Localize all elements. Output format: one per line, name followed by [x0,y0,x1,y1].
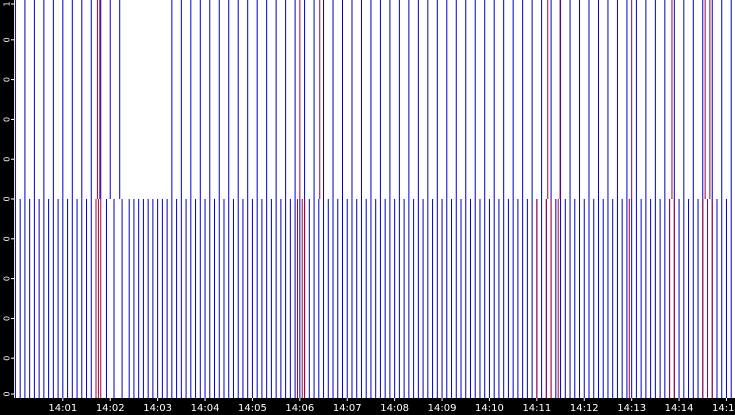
y-tick-label: 0 [3,316,12,321]
y-tick-label: 0 [3,196,12,201]
x-tick-label: 14:02 [96,403,125,414]
x-tick-label: 14:08 [380,403,409,414]
x-tick-label: 14:13 [617,403,646,414]
plot-area [14,0,732,398]
y-tick-label: 0 [3,37,12,42]
y-tick-label: 0 [3,236,12,241]
x-tick-label: 14:09 [428,403,457,414]
y-tick-label: 0 [3,77,12,82]
x-tick-label: 14:11 [522,403,551,414]
x-tick-label: 14:15 [712,403,735,414]
x-tick-label: 14:05 [238,403,267,414]
x-tick-label: 14:10 [475,403,504,414]
y-tick-label: 0 [3,157,12,162]
x-tick-label: 14:07 [333,403,362,414]
x-tick-label: 14:04 [191,403,220,414]
x-tick-label: 14:03 [143,403,172,414]
x-tick-label: 14:14 [665,403,694,414]
y-tick-label: 0 [3,276,12,281]
y-tick-label: 1 [3,1,12,6]
x-tick-label: 14:12 [570,403,599,414]
y-tick-label: 0 [3,117,12,122]
y-tick-label: 0 [3,391,12,396]
x-tick-label: 14:01 [48,403,77,414]
x-tick-label: 14:06 [285,403,314,414]
y-tick-label: 0 [3,356,12,361]
y-axis-band [0,0,14,415]
x-axis-band [0,398,735,415]
